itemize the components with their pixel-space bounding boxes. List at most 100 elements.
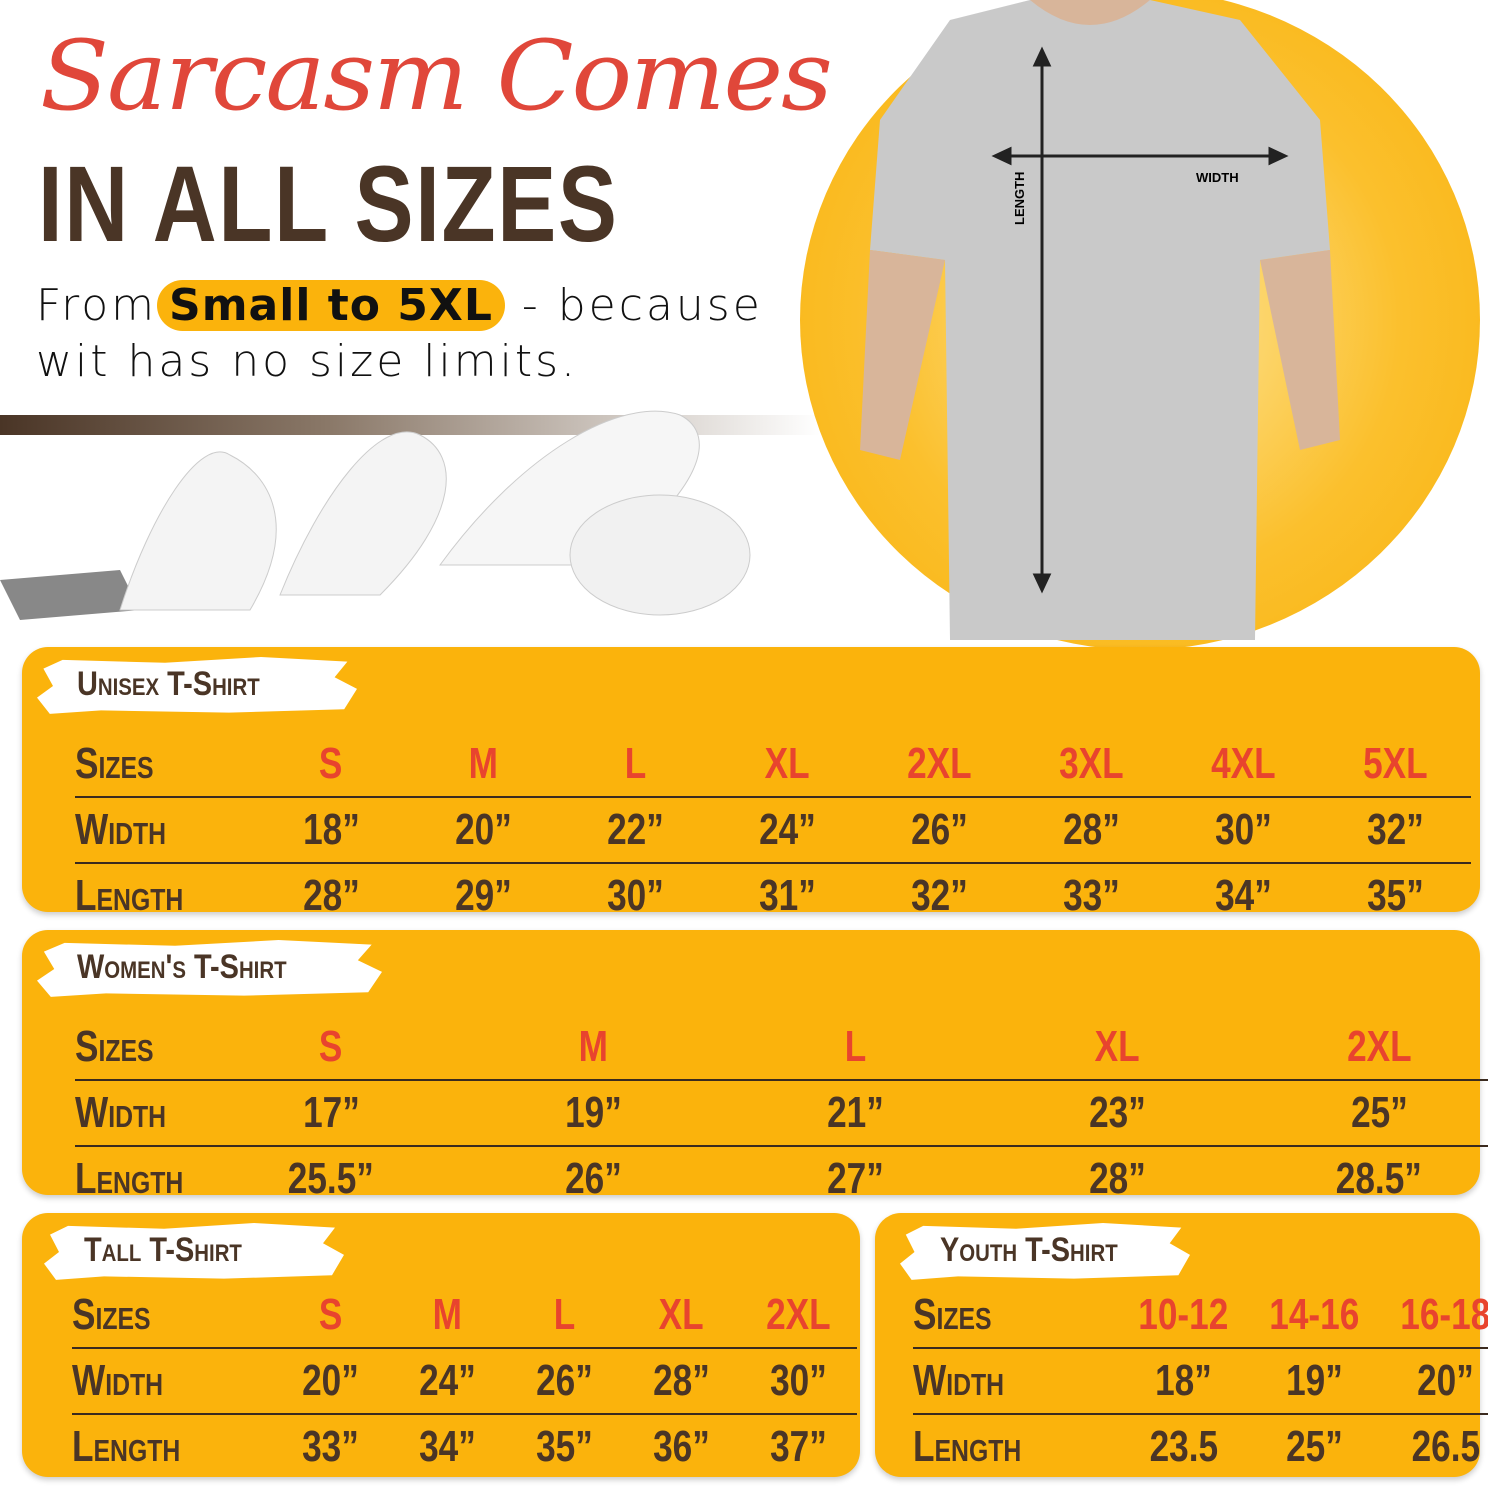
size-header: 10-12 [1118,1283,1249,1349]
size-header: XL [711,732,863,798]
width-value-text: 19” [1286,1356,1343,1405]
length-value-text: 36” [653,1422,710,1471]
tall-t-shirt-title: Tall T-Shirt [84,1231,242,1269]
tall-size-panel: Tall T-Shirt Sizes S M L XL 2XL Width 20” 24” 26” 2… [22,1213,860,1477]
size-header: XL [623,1283,740,1349]
size-header-text: L [624,739,646,788]
size-header: 2XL [1248,1015,1488,1081]
row-label-sizes: Sizes [72,1283,272,1349]
width-value: 23” [986,1081,1248,1147]
row-label-sizes-text: Sizes [75,1022,154,1071]
width-value-text: 20” [454,805,512,854]
size-header: S [255,732,407,798]
row-label-sizes: Sizes [75,732,255,798]
size-header-text: S [319,1022,343,1071]
size-header-text: 5XL [1362,739,1428,788]
length-value: 34” [389,1415,506,1479]
size-header: L [724,1015,986,1081]
width-value: 28” [1015,798,1167,864]
length-value: 23.5 [1118,1415,1249,1479]
row-label-length: Length [75,864,255,928]
length-value-text: 31” [758,871,816,920]
length-value-text: 34” [1214,871,1272,920]
row-label-length-text: Length [75,871,184,920]
row-label-width: Width [913,1349,1118,1415]
width-value: 24” [711,798,863,864]
width-value-text: 30” [1214,805,1272,854]
size-header: XL [986,1015,1248,1081]
length-value-text: 29” [454,871,512,920]
width-value: 18” [1118,1349,1249,1415]
length-value-text: 33” [1062,871,1120,920]
women-s-t-shirt-table: Sizes S M L XL 2XL Width 17” 19” 21” 23” 25” Length 2… [75,1015,1488,1211]
width-value: 19” [462,1081,724,1147]
length-value-text: 35” [1366,871,1424,920]
title-brush [37,940,382,997]
size-header-text: 2XL [1346,1022,1412,1071]
length-value: 36” [623,1415,740,1479]
tshirt-image [860,0,1340,640]
length-value: 33” [272,1415,389,1479]
width-value: 28” [623,1349,740,1415]
size-header-text: XL [658,1290,704,1339]
width-value: 25” [1248,1081,1488,1147]
width-value: 30” [1167,798,1319,864]
size-header: 5XL [1319,732,1471,798]
size-header: 3XL [1015,732,1167,798]
youth-t-shirt-title: Youth T-Shirt [940,1231,1118,1269]
row-label-length: Length [913,1415,1118,1479]
size-header-text: S [318,1290,343,1339]
subtitle-line-1: From Small to 5XL - because [36,280,763,331]
title-brush [900,1223,1190,1280]
length-value-text: 23.5 [1149,1422,1218,1471]
length-value: 32” [863,864,1015,928]
row-label-length: Length [72,1415,272,1479]
size-header-text: M [432,1290,463,1339]
width-value-text: 18” [302,805,360,854]
youth-t-shirt-table: Sizes 10-12 14-16 16-18 Width 18” 19” 20” Length… [913,1283,1488,1479]
length-value: 28” [255,864,407,928]
women-s-t-shirt-title: Women's T-Shirt [77,948,287,986]
width-value-text: 26” [536,1356,593,1405]
length-value: 28.5” [1248,1147,1488,1211]
row-label-width: Width [75,798,255,864]
width-value-text: 23” [1088,1088,1146,1137]
size-header-text: 2XL [906,739,972,788]
row-label-sizes-text: Sizes [72,1290,151,1339]
length-arrow-icon [1032,46,1052,594]
unisex-t-shirt-title: Unisex T-Shirt [77,665,260,703]
size-header-text: 3XL [1058,739,1124,788]
row-label-width-text: Width [72,1356,164,1405]
row-label-width: Width [75,1081,200,1147]
size-header: S [272,1283,389,1349]
length-value: 29” [407,864,559,928]
length-value-text: 30” [606,871,664,920]
row-label-width: Width [72,1349,272,1415]
subtitle-post: - because [521,280,763,331]
size-header: L [506,1283,623,1349]
size-header: 16-18 [1380,1283,1488,1349]
row-label-length-text: Length [72,1422,181,1471]
width-value: 26” [863,798,1015,864]
row-label-length: Length [75,1147,200,1211]
row-label-sizes: Sizes [75,1015,200,1081]
width-value-text: 32” [1366,805,1424,854]
width-value-text: 24” [419,1356,476,1405]
womens-size-panel: Women's T-Shirt Sizes S M L XL 2XL Width 17” 19” 2… [22,930,1488,1203]
size-header: M [462,1015,724,1081]
length-value-text: 35” [536,1422,593,1471]
width-value: 21” [724,1081,986,1147]
width-value-text: 19” [564,1088,622,1137]
width-value: 20” [1380,1349,1488,1415]
length-value-text: 28” [1088,1154,1146,1203]
width-value: 26” [506,1349,623,1415]
row-label-width-text: Width [75,1088,167,1137]
width-value-text: 24” [758,805,816,854]
width-value: 18” [255,798,407,864]
subtitle-line-2: wit has no size limits. [36,336,578,387]
row-label-length-text: Length [75,1154,184,1203]
width-value-text: 30” [770,1356,827,1405]
width-arrow-icon [991,146,1289,166]
width-value: 30” [740,1349,857,1415]
length-value-text: 34” [419,1422,476,1471]
